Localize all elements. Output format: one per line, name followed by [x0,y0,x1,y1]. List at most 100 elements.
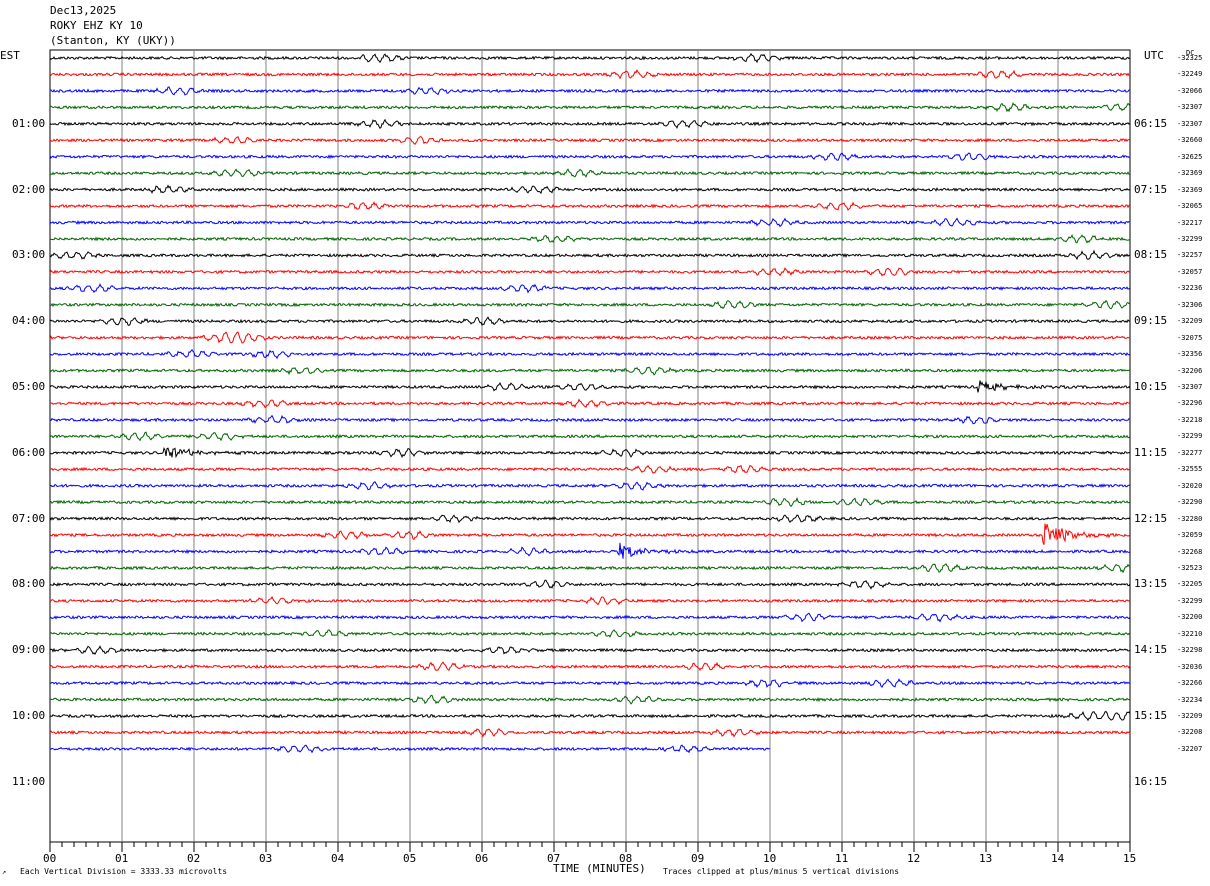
hour-label-right: 08:15 [1134,248,1168,262]
dc-offset-label: -32369 [1177,185,1203,194]
trace-line [49,645,1131,655]
trace-line [49,102,1131,113]
clip-note: Traces clipped at plus/minus 5 vertical … [663,867,900,876]
trace-line [49,629,1131,638]
dc-offset-label: -32299 [1177,596,1203,605]
right-timezone-label: UTC [1144,49,1164,62]
dc-offset-label: -32059 [1177,531,1203,540]
dc-offset-label: -32369 [1177,169,1203,178]
trace-line [49,249,1130,261]
trace-line [49,118,1131,129]
dc-offset-label: -32306 [1177,300,1203,309]
trace-line [49,184,1131,195]
dc-offset-label: -32205 [1177,580,1203,589]
hour-label-right: 11:15 [1134,445,1168,459]
hour-label-left: 04:00 [12,314,46,328]
plot-frame [49,49,1131,843]
trace-line [49,728,1131,738]
trace-line [49,414,1131,425]
trace-line [49,86,1131,96]
hour-label-left: 10:00 [12,709,46,722]
dc-offset-label: -32020 [1177,481,1203,490]
dc-offset-label: -32036 [1177,662,1203,671]
trace-line [49,152,1131,161]
dc-offset-label: -32555 [1177,465,1203,474]
trace-line [49,201,1131,211]
x-tick-label: 09 [691,852,705,865]
hour-label-right: 14:15 [1134,643,1168,657]
trace-line [49,69,1131,80]
dc-offset-label: -32307 [1177,119,1203,128]
trace-line [49,283,1131,294]
trace-line [49,398,1131,409]
trace-line [49,496,1131,508]
hour-label-right: 10:15 [1134,380,1168,393]
corner-mark-icon: ↗ [2,868,7,876]
dc-offset-label: -32210 [1177,629,1203,638]
header-station: ROKY EHZ KY 10 [50,19,143,32]
x-tick-label: 13 [979,852,993,865]
dc-offset-label: -32523 [1177,563,1203,572]
hour-label-right: 12:15 [1134,511,1168,525]
trace-line [49,710,1131,722]
hour-label-right: 15:15 [1134,709,1168,722]
trace-line [49,299,1131,310]
dc-offset-label: -32296 [1177,399,1203,408]
trace-line [49,694,1131,705]
trace-line [49,331,1131,344]
hour-label-left: 07:00 [12,511,46,525]
dc-offset-label: -32209 [1177,317,1203,326]
hour-label-left: 11:00 [12,774,46,788]
header-date: Dec13,2025 [50,4,117,17]
dc-offset-label: -32249 [1177,70,1203,79]
x-tick-label: 01 [115,852,129,865]
trace-line [49,217,1131,228]
hour-label-right: 07:15 [1134,182,1168,196]
dc-offset-label: -32208 [1177,728,1203,737]
x-tick-label: 07 [547,852,561,865]
dc-offset-label: -32257 [1177,251,1203,260]
trace-line [49,514,1131,524]
x-tick-label: 15 [1123,852,1137,865]
scale-note: Each Vertical Division = 3333.33 microvo… [20,867,228,876]
x-tick-label: 11 [835,852,849,865]
dc-offset-label: -32625 [1177,152,1203,161]
trace-line [49,267,1131,277]
hour-label-left: 03:00 [12,248,46,262]
dc-offset-label: -32200 [1177,613,1203,622]
trace-line [49,661,1131,672]
trace-line [49,431,1131,442]
x-tick-label: 14 [1051,852,1065,865]
trace-line [49,612,1131,623]
x-tick-label: 02 [187,852,201,865]
trace-line [49,579,1131,590]
dc-offset-label: -32299 [1177,234,1203,243]
dc-offset-label: -32277 [1177,448,1203,457]
dc-offset-label: -32307 [1177,103,1203,112]
trace-line [49,542,1131,559]
dc-offset-label: -32266 [1177,679,1203,688]
dc-offset-header: DC [1186,49,1195,57]
x-tick-label: 04 [331,852,345,865]
trace-line [49,678,1131,688]
dc-offset-label: -32057 [1177,267,1203,276]
trace-line [49,464,1131,474]
dc-offset-label: -32217 [1177,218,1203,227]
dc-offset-label: -32066 [1177,86,1203,95]
dc-offset-label: -32209 [1177,712,1203,720]
trace-line [49,136,1131,146]
trace-line [49,168,1131,178]
trace-line [49,380,1131,393]
dc-offset-label: -32299 [1177,432,1203,441]
hour-label-left: 05:00 [12,380,46,393]
left-timezone-label: EST [0,49,20,62]
dc-offset-label: -32298 [1177,646,1203,655]
x-tick-label: 06 [475,852,489,865]
trace-line [49,316,1131,326]
trace-line [49,233,1131,244]
dc-offset-label: -32207 [1177,744,1203,753]
trace-line [49,366,1131,376]
x-tick-label: 05 [403,852,417,865]
x-tick-label: 10 [763,852,777,865]
